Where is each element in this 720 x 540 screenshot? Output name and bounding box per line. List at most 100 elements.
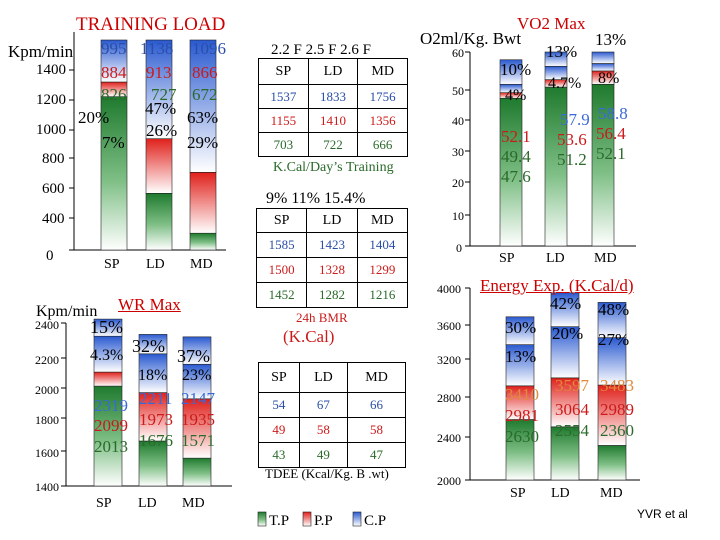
vo2-md-blue-segment [591,51,615,64]
en-md-blue-segment [597,302,627,338]
wr-sp-blue-segment [93,318,123,337]
wr-pct-ld-top: 32% [132,336,165,356]
wr-ld-green-segment [138,440,168,487]
en-mid-md: 2989 [600,400,634,419]
en-pct-ld-mid: 20% [552,324,584,343]
tdee-cell: 58 [298,417,349,443]
en-ytick-2400: 2400 [437,431,461,445]
tl-ld-green-segment [145,193,173,251]
tl-val-2-1: 884 [101,63,127,82]
vo2-green-sp: 49.4 [501,147,531,166]
vo2-pct-sp-mid: 4% [505,87,527,104]
tl-sp-blue-segment [100,39,128,83]
tl-ytick-400: 400 [42,211,65,227]
vo2-sp-blue-segment [499,59,523,85]
kcal-cell: 703 [258,132,309,157]
en-bot-md: 2360 [600,421,634,440]
tl-val-3-1: 826 [101,85,127,104]
en-sp-green-segment [505,419,535,481]
kcal-hd-md: MD [357,58,408,85]
vo2-ylabel: O2ml/Kg. Bwt [420,29,522,48]
en-pct-sp-mid: 13% [505,347,537,366]
vo2-pct-top-md: 13% [595,30,627,49]
en-cat-ld: LD [551,486,570,501]
vo2-pct-md-mid: 8% [598,70,620,87]
wr-ld-blue-segment [138,353,168,393]
legend-pp: P.P [314,513,333,529]
tdee-cell: 66 [347,392,406,418]
kcal-cell: 1833 [307,84,359,109]
en-pct-md-top: 48% [598,300,630,319]
vo2-green-md: 52.1 [596,144,626,163]
vo2-green-ld: 51.2 [557,150,587,169]
bmr-caption-unit: (K.Cal) [283,327,335,346]
vo2-cat-md: MD [594,251,617,266]
kcal-table: SP LD MD 1537 1833 1756 1155 1410 1356 703 722 6… [258,58,408,157]
tdee-cell: 49 [298,442,349,468]
bmr-hd-md: MD [356,208,409,233]
bmr-caption: 24h BMR [296,310,348,325]
tl-val-1-2: 1138 [140,39,174,58]
bmr-cell: 1452 [255,282,308,308]
bmr-pct: 9% 11% 15.4% [266,190,366,207]
tl-pct-sp-mid: 7% [102,133,125,152]
bmr-hd-sp: SP [255,208,308,233]
tl-val-1-1: 995 [101,39,127,58]
tl-ytick-1200: 1200 [36,92,66,108]
wr-pct-sp-top: 15% [90,317,123,337]
wr-cat-ld: LD [138,496,157,511]
tl-ytick-0: 0 [46,248,54,264]
tl-val-2-3: 866 [192,63,218,82]
vo2-ytick-20: 20 [452,176,464,190]
en-top-md: 3483 [600,376,634,395]
tdee-cell: 58 [347,417,406,443]
wr-pct-md-top: 37% [177,346,210,366]
bmr-hd-ld: LD [306,208,358,233]
en-pct-ld-top: 42% [550,294,582,313]
tl-ld-blue-segment [145,39,173,139]
vo2-ytick-50: 50 [452,84,464,98]
en-ld-red-segment [550,377,580,428]
tl-val-1-3: 1096 [192,39,226,58]
en-ytick-3600: 3600 [437,319,461,333]
wr-ytick-1800: 1800 [35,413,59,427]
wr-cat-md: MD [182,496,205,511]
tl-pct-sp-top: 20% [78,108,110,127]
tl-pct-md-mid: 29% [187,133,219,152]
wr-val-red-md: 1935 [181,410,215,429]
vo2-ld-blue-segment [544,51,568,67]
wr-pct-sp-mid: 4.3% [90,347,124,364]
kcal-cell: 666 [357,132,408,157]
tdee-cell: 43 [258,442,300,468]
legend-pp-swatch [302,511,312,527]
en-sp-blue-segment [505,316,535,345]
en-ytick-2800: 2800 [437,391,461,405]
wr-sp-blue-segment [93,335,123,373]
vo2-ytick-30: 30 [452,145,464,159]
en-pct-md-mid: 27% [598,330,630,349]
en-cat-sp: SP [510,486,526,501]
kcal-cell: 1537 [258,84,309,109]
tdee-hd-md: MD [347,362,406,393]
en-sp-red-segment [505,385,535,420]
tl-sp-green-segment [100,96,128,251]
tdee-cell: 47 [347,442,406,468]
en-ytick-2000: 2000 [437,474,461,488]
tl-md-green-segment [189,232,217,251]
bmr-cell: 1216 [356,282,409,308]
en-bot-sp: 2630 [505,427,539,446]
wr-pct-md-mid: 23% [182,367,212,384]
kcal-cell: 1756 [357,84,408,109]
vo2-pct-sp-top: 10% [500,60,532,79]
tl-md-red-segment [189,172,217,234]
vo2-red-sp: 52.1 [501,127,531,146]
energy-title: Energy Exp. (K.Cal/d) [480,276,634,295]
tl-cat-md: MD [190,257,213,272]
wr-val-green-md: 1571 [181,431,215,450]
tl-ytick-1000: 1000 [36,122,66,138]
wr-ytick-1600: 1600 [35,446,59,460]
wr-val-red-sp: 2099 [94,416,128,435]
en-top-ld: 3597 [555,376,589,395]
wr-val-blue-sp: 2319 [94,396,128,415]
training-load-title: TRAINING LOAD [76,14,226,35]
